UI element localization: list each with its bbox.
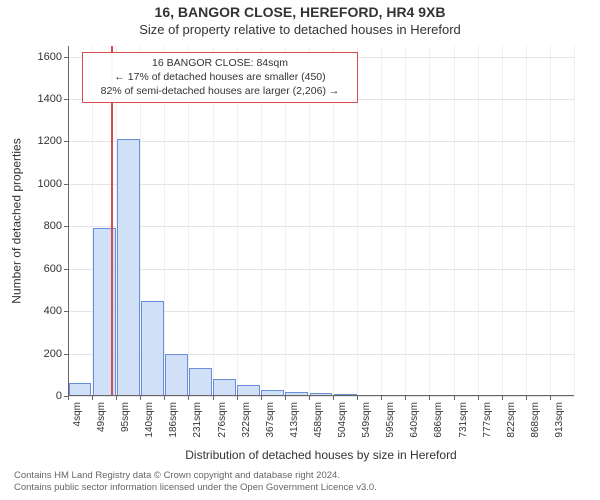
x-tick-mark <box>429 396 430 400</box>
x-axis-label: Distribution of detached houses by size … <box>68 448 574 462</box>
x-tick-mark <box>550 396 551 400</box>
x-tick-label: 504sqm <box>337 402 348 438</box>
x-tick-mark <box>164 396 165 400</box>
x-tick-label: 595sqm <box>385 402 396 438</box>
plot-area: 020040060080010001200140016004sqm49sqm95… <box>68 46 574 396</box>
annotation-line-3: 82% of semi-detached houses are larger (… <box>89 84 351 98</box>
histogram-bar <box>141 301 164 396</box>
x-tick-label: 367sqm <box>265 402 276 438</box>
y-tick-label: 1400 <box>38 93 62 105</box>
x-tick-mark <box>92 396 93 400</box>
annotation-line-2: ← 17% of detached houses are smaller (45… <box>89 70 351 84</box>
y-tick-label: 800 <box>44 220 62 232</box>
annotation-line-1: 16 BANGOR CLOSE: 84sqm <box>89 56 351 70</box>
x-axis-line <box>68 395 574 396</box>
x-tick-mark <box>478 396 479 400</box>
x-tick-mark <box>309 396 310 400</box>
x-tick-mark <box>381 396 382 400</box>
y-tick-label: 600 <box>44 263 62 275</box>
x-tick-label: 95sqm <box>120 402 131 432</box>
x-tick-label: 731sqm <box>458 402 469 438</box>
x-tick-mark <box>526 396 527 400</box>
x-tick-mark <box>188 396 189 400</box>
y-tick-label: 1200 <box>38 135 62 147</box>
x-tick-label: 4sqm <box>72 402 83 426</box>
annotation-callout: 16 BANGOR CLOSE: 84sqm← 17% of detached … <box>82 52 358 103</box>
y-tick-label: 1600 <box>38 51 62 63</box>
x-tick-mark <box>237 396 238 400</box>
x-tick-label: 413sqm <box>289 402 300 438</box>
y-tick-label: 0 <box>56 390 62 402</box>
x-tick-label: 140sqm <box>144 402 155 438</box>
y-tick-label: 1000 <box>38 178 62 190</box>
x-tick-label: 186sqm <box>168 402 179 438</box>
chart-title-main: 16, BANGOR CLOSE, HEREFORD, HR4 9XB <box>0 4 600 20</box>
x-tick-label: 458sqm <box>313 402 324 438</box>
gridline-horizontal <box>68 396 574 397</box>
x-tick-mark <box>502 396 503 400</box>
x-tick-mark <box>261 396 262 400</box>
y-tick-label: 400 <box>44 305 62 317</box>
footer-line-2: Contains public sector information licen… <box>14 482 586 494</box>
x-tick-label: 822sqm <box>506 402 517 438</box>
x-tick-label: 686sqm <box>433 402 444 438</box>
histogram-bar <box>117 139 140 396</box>
x-tick-mark <box>213 396 214 400</box>
y-axis-label: Number of detached properties <box>8 46 26 396</box>
x-tick-label: 777sqm <box>482 402 493 438</box>
gridline-horizontal <box>68 269 574 270</box>
x-tick-mark <box>285 396 286 400</box>
x-tick-label: 913sqm <box>554 402 565 438</box>
x-tick-mark <box>333 396 334 400</box>
x-tick-label: 276sqm <box>217 402 228 438</box>
footer-line-1: Contains HM Land Registry data © Crown c… <box>14 470 586 482</box>
x-tick-mark <box>454 396 455 400</box>
gridline-vertical <box>574 46 575 396</box>
x-tick-label: 640sqm <box>409 402 420 438</box>
y-axis-label-text: Number of detached properties <box>10 138 24 303</box>
histogram-bar <box>189 368 212 396</box>
x-tick-mark <box>116 396 117 400</box>
x-tick-mark <box>68 396 69 400</box>
y-axis-line <box>68 46 69 396</box>
x-tick-label: 549sqm <box>361 402 372 438</box>
x-tick-label: 322sqm <box>241 402 252 438</box>
x-tick-label: 868sqm <box>530 402 541 438</box>
gridline-horizontal <box>68 226 574 227</box>
attribution-footer: Contains HM Land Registry data © Crown c… <box>14 470 586 494</box>
x-tick-mark <box>405 396 406 400</box>
gridline-horizontal <box>68 184 574 185</box>
y-tick-label: 200 <box>44 348 62 360</box>
chart-title-sub: Size of property relative to detached ho… <box>0 22 600 37</box>
histogram-bar <box>165 354 188 396</box>
x-tick-label: 231sqm <box>192 402 203 438</box>
chart-container: 16, BANGOR CLOSE, HEREFORD, HR4 9XB Size… <box>0 0 600 500</box>
gridline-horizontal <box>68 141 574 142</box>
histogram-bar <box>213 379 236 396</box>
x-tick-mark <box>140 396 141 400</box>
x-tick-mark <box>357 396 358 400</box>
x-tick-label: 49sqm <box>96 402 107 432</box>
